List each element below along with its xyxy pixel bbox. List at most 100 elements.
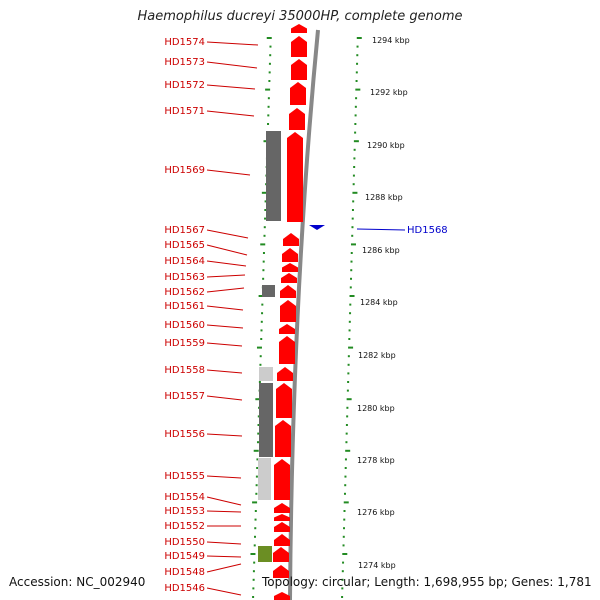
forward-gene-arrow bbox=[274, 592, 290, 600]
gene-label: HD1556 bbox=[164, 429, 205, 440]
scale-label: 1274 kbp bbox=[358, 561, 396, 570]
gene-label: HD1555 bbox=[164, 471, 205, 482]
genome-backbone bbox=[288, 29, 320, 600]
feature-box bbox=[258, 458, 271, 500]
gene-label: HD1548 bbox=[164, 567, 205, 578]
forward-gene-arrow bbox=[291, 24, 307, 33]
leader-line bbox=[206, 395, 243, 401]
gene-label: HD1567 bbox=[164, 225, 205, 236]
gene-label: HD1571 bbox=[164, 106, 205, 117]
gene-arrows bbox=[273, 24, 307, 600]
gene-label: HD1573 bbox=[164, 57, 205, 68]
map-title: Haemophilus ducreyi 35000HP, complete ge… bbox=[137, 9, 463, 24]
scale-label: 1286 kbp bbox=[362, 246, 400, 255]
forward-gene-arrow bbox=[274, 514, 290, 521]
scale-labels: 1294 kbp 1292 kbp 1290 kbp 1288 kbp 1286 kbp… bbox=[357, 36, 410, 570]
scale-label: 1294 kbp bbox=[372, 36, 410, 45]
reverse-gene-arrow bbox=[309, 225, 325, 230]
forward-gene-arrow bbox=[282, 263, 298, 272]
gene-label: HD1554 bbox=[164, 492, 205, 503]
gene-label: HD1550 bbox=[164, 537, 205, 548]
gene-label: HD1569 bbox=[164, 165, 205, 176]
feature-box bbox=[259, 383, 273, 457]
forward-gene-arrow bbox=[273, 547, 289, 562]
scale-label: 1278 kbp bbox=[357, 456, 395, 465]
leader-line bbox=[356, 228, 406, 231]
forward-gene-arrow bbox=[282, 248, 298, 262]
gene-label: HD1559 bbox=[164, 338, 205, 349]
leader-line bbox=[206, 244, 248, 256]
feature-box bbox=[259, 367, 273, 381]
gene-label: HD1546 bbox=[164, 583, 205, 594]
reverse-genes bbox=[309, 225, 325, 230]
leader-line bbox=[206, 287, 245, 293]
forward-gene-arrow bbox=[287, 132, 303, 222]
leader-line bbox=[206, 563, 242, 573]
scale-label: 1284 kbp bbox=[360, 298, 398, 307]
leader-line bbox=[206, 41, 259, 46]
forward-gene-arrow bbox=[281, 273, 297, 283]
forward-gene-arrow bbox=[277, 367, 293, 381]
leader-line bbox=[206, 475, 242, 479]
leader-line bbox=[206, 541, 242, 545]
gene-label: HD1557 bbox=[164, 391, 205, 402]
gene-label: HD1553 bbox=[164, 506, 205, 517]
leader-line bbox=[206, 369, 243, 374]
feature-box bbox=[262, 285, 275, 297]
forward-gene-arrow bbox=[276, 383, 292, 418]
leader-line bbox=[206, 169, 251, 176]
gene-label: HD1563 bbox=[164, 272, 205, 283]
leader-line bbox=[206, 587, 242, 596]
leader-line bbox=[206, 324, 244, 329]
genome-summary-text: Topology: circular; Length: 1,698,955 bp… bbox=[262, 575, 592, 589]
leader-line bbox=[206, 555, 242, 558]
scale-label: 1292 kbp bbox=[370, 88, 408, 97]
leader-line bbox=[206, 433, 243, 437]
accession-text: Accession: NC_002940 bbox=[9, 575, 146, 589]
forward-gene-arrow bbox=[279, 336, 295, 364]
forward-gene-arrow bbox=[290, 82, 306, 105]
leader-line bbox=[206, 84, 256, 90]
forward-gene-arrow bbox=[280, 285, 296, 298]
forward-gene-arrow bbox=[274, 503, 290, 513]
leader-line bbox=[206, 260, 247, 267]
right-tick-track bbox=[341, 37, 362, 598]
gene-label: HD1564 bbox=[164, 256, 205, 267]
gene-label: HD1549 bbox=[164, 551, 205, 562]
gene-label: HD1558 bbox=[164, 365, 205, 376]
gene-label: HD1572 bbox=[164, 80, 205, 91]
feature-box bbox=[266, 131, 281, 221]
leader-line bbox=[206, 342, 243, 347]
forward-gene-arrow bbox=[274, 534, 290, 546]
gene-label: HD1568 bbox=[407, 225, 448, 236]
scale-label: 1276 kbp bbox=[357, 508, 395, 517]
leader-line bbox=[206, 229, 249, 239]
leader-line bbox=[206, 305, 244, 311]
gene-label: HD1561 bbox=[164, 301, 205, 312]
forward-gene-arrow bbox=[280, 300, 296, 322]
forward-gene-arrow bbox=[283, 233, 299, 246]
leader-line bbox=[206, 496, 242, 506]
gene-label: HD1574 bbox=[164, 37, 205, 48]
leader-line bbox=[206, 274, 246, 278]
gene-label: HD1562 bbox=[164, 287, 205, 298]
forward-gene-arrow bbox=[274, 522, 290, 532]
leader-line bbox=[206, 61, 258, 69]
leader-line bbox=[206, 110, 255, 117]
scale-label: 1280 kbp bbox=[357, 404, 395, 413]
forward-gene-arrow bbox=[275, 420, 291, 457]
scale-label: 1282 kbp bbox=[358, 351, 396, 360]
gene-label: HD1552 bbox=[164, 521, 205, 532]
forward-gene-arrow bbox=[291, 59, 307, 80]
left-tick-track bbox=[250, 37, 272, 598]
leader-line bbox=[206, 510, 242, 513]
forward-gene-arrow bbox=[289, 108, 305, 130]
forward-gene-arrow bbox=[274, 459, 290, 500]
forward-gene-arrow bbox=[279, 324, 295, 334]
forward-gene-arrow bbox=[291, 36, 307, 57]
feature-box bbox=[258, 546, 272, 562]
forward-gene-arrow bbox=[273, 565, 289, 578]
gene-labels: HD1574 HD1573 HD1572 HD1571 HD1569 HD1567 HD15… bbox=[164, 37, 448, 596]
gene-label: HD1560 bbox=[164, 320, 205, 331]
